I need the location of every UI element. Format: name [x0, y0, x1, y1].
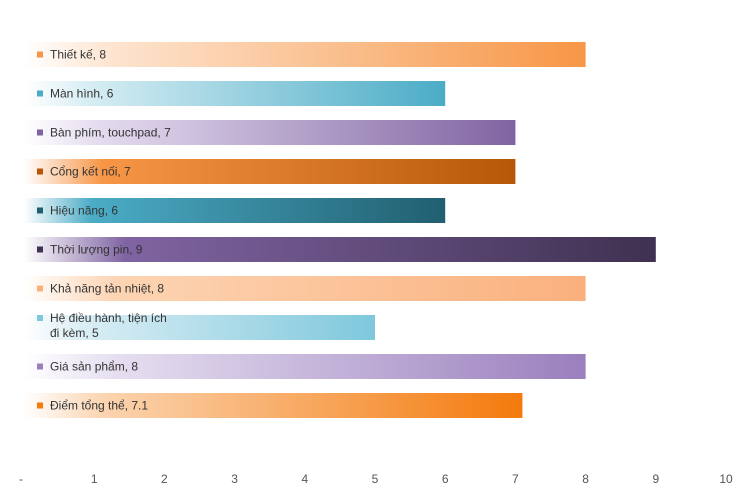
- bars: Thiết kế, 8 Màn hình, 6 Bàn phím, touchpad…: [24, 42, 656, 418]
- x-axis-ticks: - 1 2 3 4 5 6 7 8 9 10: [19, 472, 733, 486]
- x-tick-label: 4: [301, 472, 308, 486]
- bar-label: Cổng kết nối, 7: [50, 165, 131, 179]
- bar: [24, 393, 523, 418]
- bar: [24, 120, 516, 145]
- x-tick-label: 9: [652, 472, 659, 486]
- bar: [24, 42, 586, 67]
- bar: [24, 198, 446, 223]
- bar-marker: [37, 402, 43, 409]
- bar: [24, 276, 586, 301]
- bar-label: Màn hình, 6: [50, 87, 114, 101]
- bar-label: Thiết kế, 8: [50, 48, 106, 62]
- bar-marker: [37, 246, 43, 253]
- x-tick-label: 2: [161, 472, 168, 486]
- bar-marker: [37, 51, 43, 58]
- bar-group: Cổng kết nối, 7: [24, 159, 516, 184]
- bar: [24, 354, 586, 379]
- bar-marker: [37, 168, 43, 175]
- bar-label: Hệ điều hành, tiện ích: [50, 311, 167, 325]
- bar-group: Giá sản phẩm, 8: [24, 354, 586, 379]
- bar-marker: [37, 285, 43, 292]
- bar-marker: [37, 363, 43, 370]
- bar-group: Khả năng tản nhiệt, 8: [24, 276, 586, 301]
- bar: [24, 81, 446, 106]
- bar-label: Khả năng tản nhiệt, 8: [50, 282, 164, 296]
- x-tick-label: 1: [91, 472, 98, 486]
- bar-marker: [37, 207, 43, 214]
- bar-group: Thiết kế, 8: [24, 42, 586, 67]
- bar-label: Điểm tổng thể, 7.1: [50, 399, 148, 413]
- bar-group: Bàn phím, touchpad, 7: [24, 120, 516, 145]
- x-tick-label: 7: [512, 472, 519, 486]
- x-tick-label: 6: [442, 472, 449, 486]
- x-tick-label: -: [19, 472, 23, 486]
- bar-label: Thời lượng pin, 9: [50, 243, 143, 257]
- bar-marker: [37, 90, 43, 97]
- bar-label: đi kèm, 5: [50, 326, 99, 340]
- bar-group: Hiệu năng, 6: [24, 198, 446, 223]
- bar: [24, 315, 375, 340]
- bar-label: Giá sản phẩm, 8: [50, 360, 138, 374]
- bar-label: Hiệu năng, 6: [50, 204, 118, 218]
- bar: [24, 237, 656, 262]
- x-tick-label: 3: [231, 472, 238, 486]
- bar-group: Điểm tổng thể, 7.1: [24, 393, 523, 418]
- bar-group: Thời lượng pin, 9: [24, 237, 656, 262]
- bar-group: Màn hình, 6: [24, 81, 446, 106]
- x-tick-label: 10: [719, 472, 733, 486]
- x-tick-label: 5: [372, 472, 379, 486]
- x-tick-label: 8: [582, 472, 589, 486]
- bar: [24, 159, 516, 184]
- bar-marker: [37, 315, 43, 321]
- bar-marker: [37, 129, 43, 136]
- bar-label: Bàn phím, touchpad, 7: [50, 126, 171, 140]
